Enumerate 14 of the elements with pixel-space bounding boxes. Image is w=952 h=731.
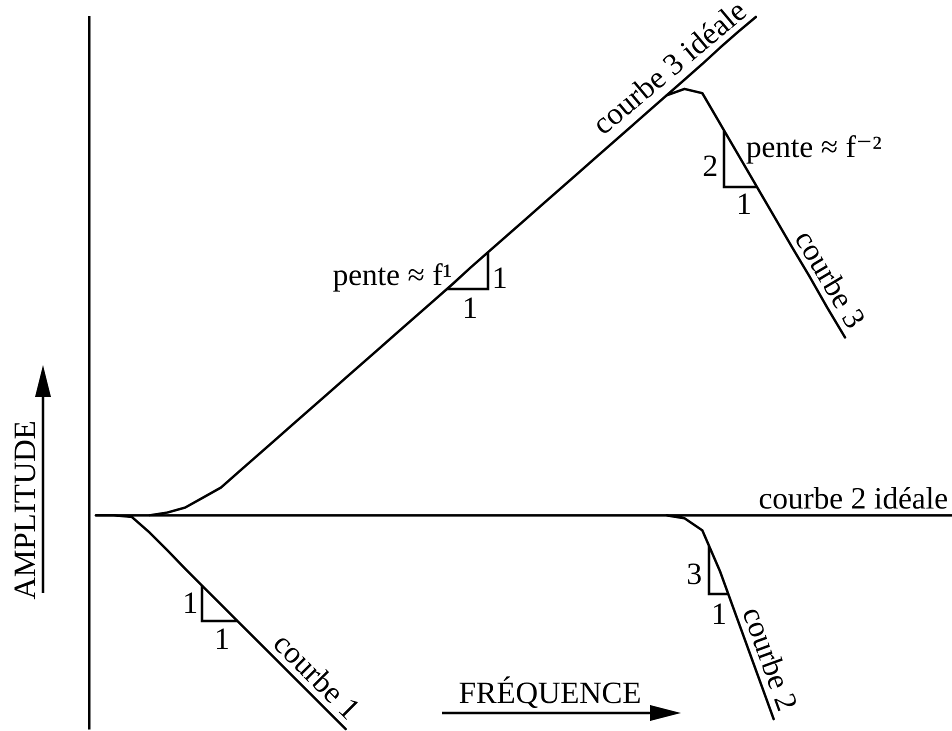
y-axis-title: AMPLITUDE	[7, 420, 42, 600]
annotation: 1	[736, 186, 752, 221]
series-label: courbe 2 idéale	[758, 480, 948, 516]
x-axis-title: FRÉQUENCE	[458, 675, 642, 710]
annotation: 1	[182, 585, 198, 620]
annotation: pente ≈ f¹	[332, 257, 452, 292]
annotation: 1	[462, 290, 478, 325]
annotation: 1	[492, 260, 508, 295]
annotation: 1	[214, 621, 230, 656]
legend-label: courbe 2	[736, 602, 806, 716]
annotation: 2	[702, 148, 718, 183]
annotation: 1	[711, 596, 727, 631]
annotation: pente ≈ f⁻²	[746, 129, 882, 164]
annotation: 3	[686, 556, 702, 591]
